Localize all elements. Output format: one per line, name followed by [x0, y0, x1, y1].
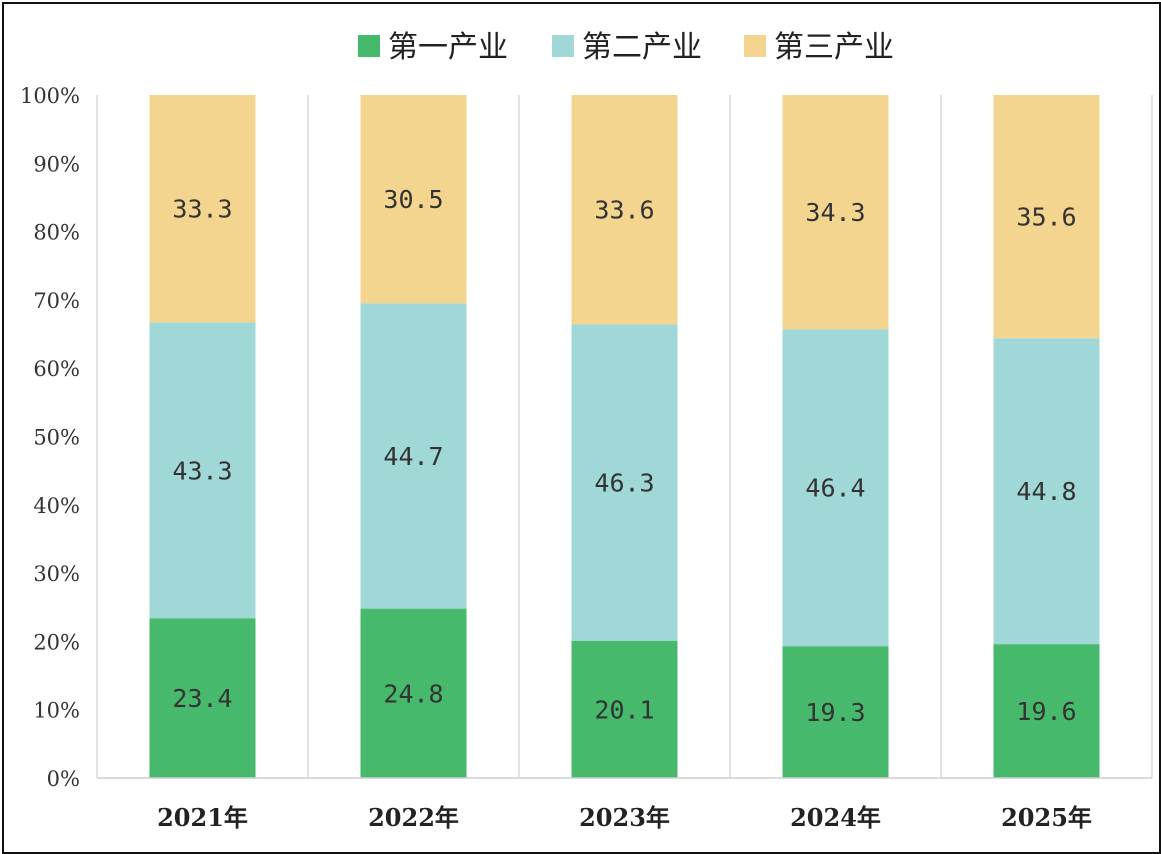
y-tick-label: 90%	[33, 152, 80, 176]
data-label: 30.5	[383, 185, 443, 214]
y-tick-label: 20%	[33, 630, 80, 654]
bar-segment	[360, 95, 467, 304]
data-label: 44.7	[383, 442, 443, 471]
axes: 0% 10% 20% 30% 40% 50% 60% 70% 80% 90% 100% 2021年 20…	[20, 84, 1152, 832]
x-tick-label: 2022年	[368, 803, 459, 832]
legend-swatch	[358, 35, 380, 57]
bar-segment	[782, 646, 889, 778]
bar-segment	[149, 322, 256, 619]
x-tick-label: 2024年	[790, 803, 881, 832]
data-label: 19.6	[1016, 697, 1076, 726]
x-tick-label: 2021年	[157, 803, 248, 832]
y-tick-label: 60%	[33, 357, 80, 381]
y-tick-label: 10%	[33, 699, 80, 723]
x-tick-label: 2023年	[579, 803, 670, 832]
legend-swatch	[552, 35, 574, 57]
bar-segment	[782, 329, 889, 647]
y-tick-label: 70%	[33, 289, 80, 313]
legend-label: 第二产业	[582, 30, 702, 65]
bar-segment	[571, 324, 678, 641]
legend: 第一产业 第二产业 第三产业	[358, 30, 894, 65]
bars	[149, 95, 1100, 778]
data-label: 24.8	[383, 679, 443, 708]
data-label: 33.6	[594, 196, 654, 225]
data-label: 44.8	[1016, 477, 1076, 506]
data-label: 23.4	[172, 684, 232, 713]
y-tick-label: 30%	[33, 562, 80, 586]
bar-segment	[149, 95, 256, 323]
y-tick-label: 80%	[33, 221, 80, 245]
y-tick-label: 40%	[33, 494, 80, 518]
bar-segment	[149, 618, 256, 778]
bar-segment	[993, 644, 1100, 778]
bar-segment	[360, 303, 467, 609]
bar-segment	[571, 640, 678, 778]
data-label: 46.3	[594, 469, 654, 498]
data-label: 35.6	[1016, 203, 1076, 232]
data-label: 46.4	[805, 474, 865, 503]
legend-swatch	[744, 35, 766, 57]
data-label: 19.3	[805, 698, 865, 727]
legend-label: 第一产业	[388, 30, 508, 65]
bar-segment	[993, 338, 1100, 645]
bar-segment	[360, 608, 467, 778]
y-tick-label: 100%	[20, 84, 80, 108]
bar-segment	[782, 95, 889, 330]
grid-lines	[96, 95, 1153, 778]
data-label: 20.1	[594, 695, 654, 724]
bar-segment	[571, 95, 678, 325]
x-tick-label: 2025年	[1001, 803, 1092, 832]
legend-label: 第三产业	[774, 30, 894, 65]
data-labels: 23.4 43.3 33.3 24.8 44.7 30.5 20.1 46.3 33.6 19.3…	[172, 185, 1076, 727]
data-label: 33.3	[172, 195, 232, 224]
y-tick-label: 50%	[33, 426, 80, 450]
bar-segment	[993, 95, 1100, 339]
y-tick-label: 0%	[47, 767, 80, 791]
data-label: 34.3	[805, 198, 865, 227]
data-label: 43.3	[172, 456, 232, 485]
